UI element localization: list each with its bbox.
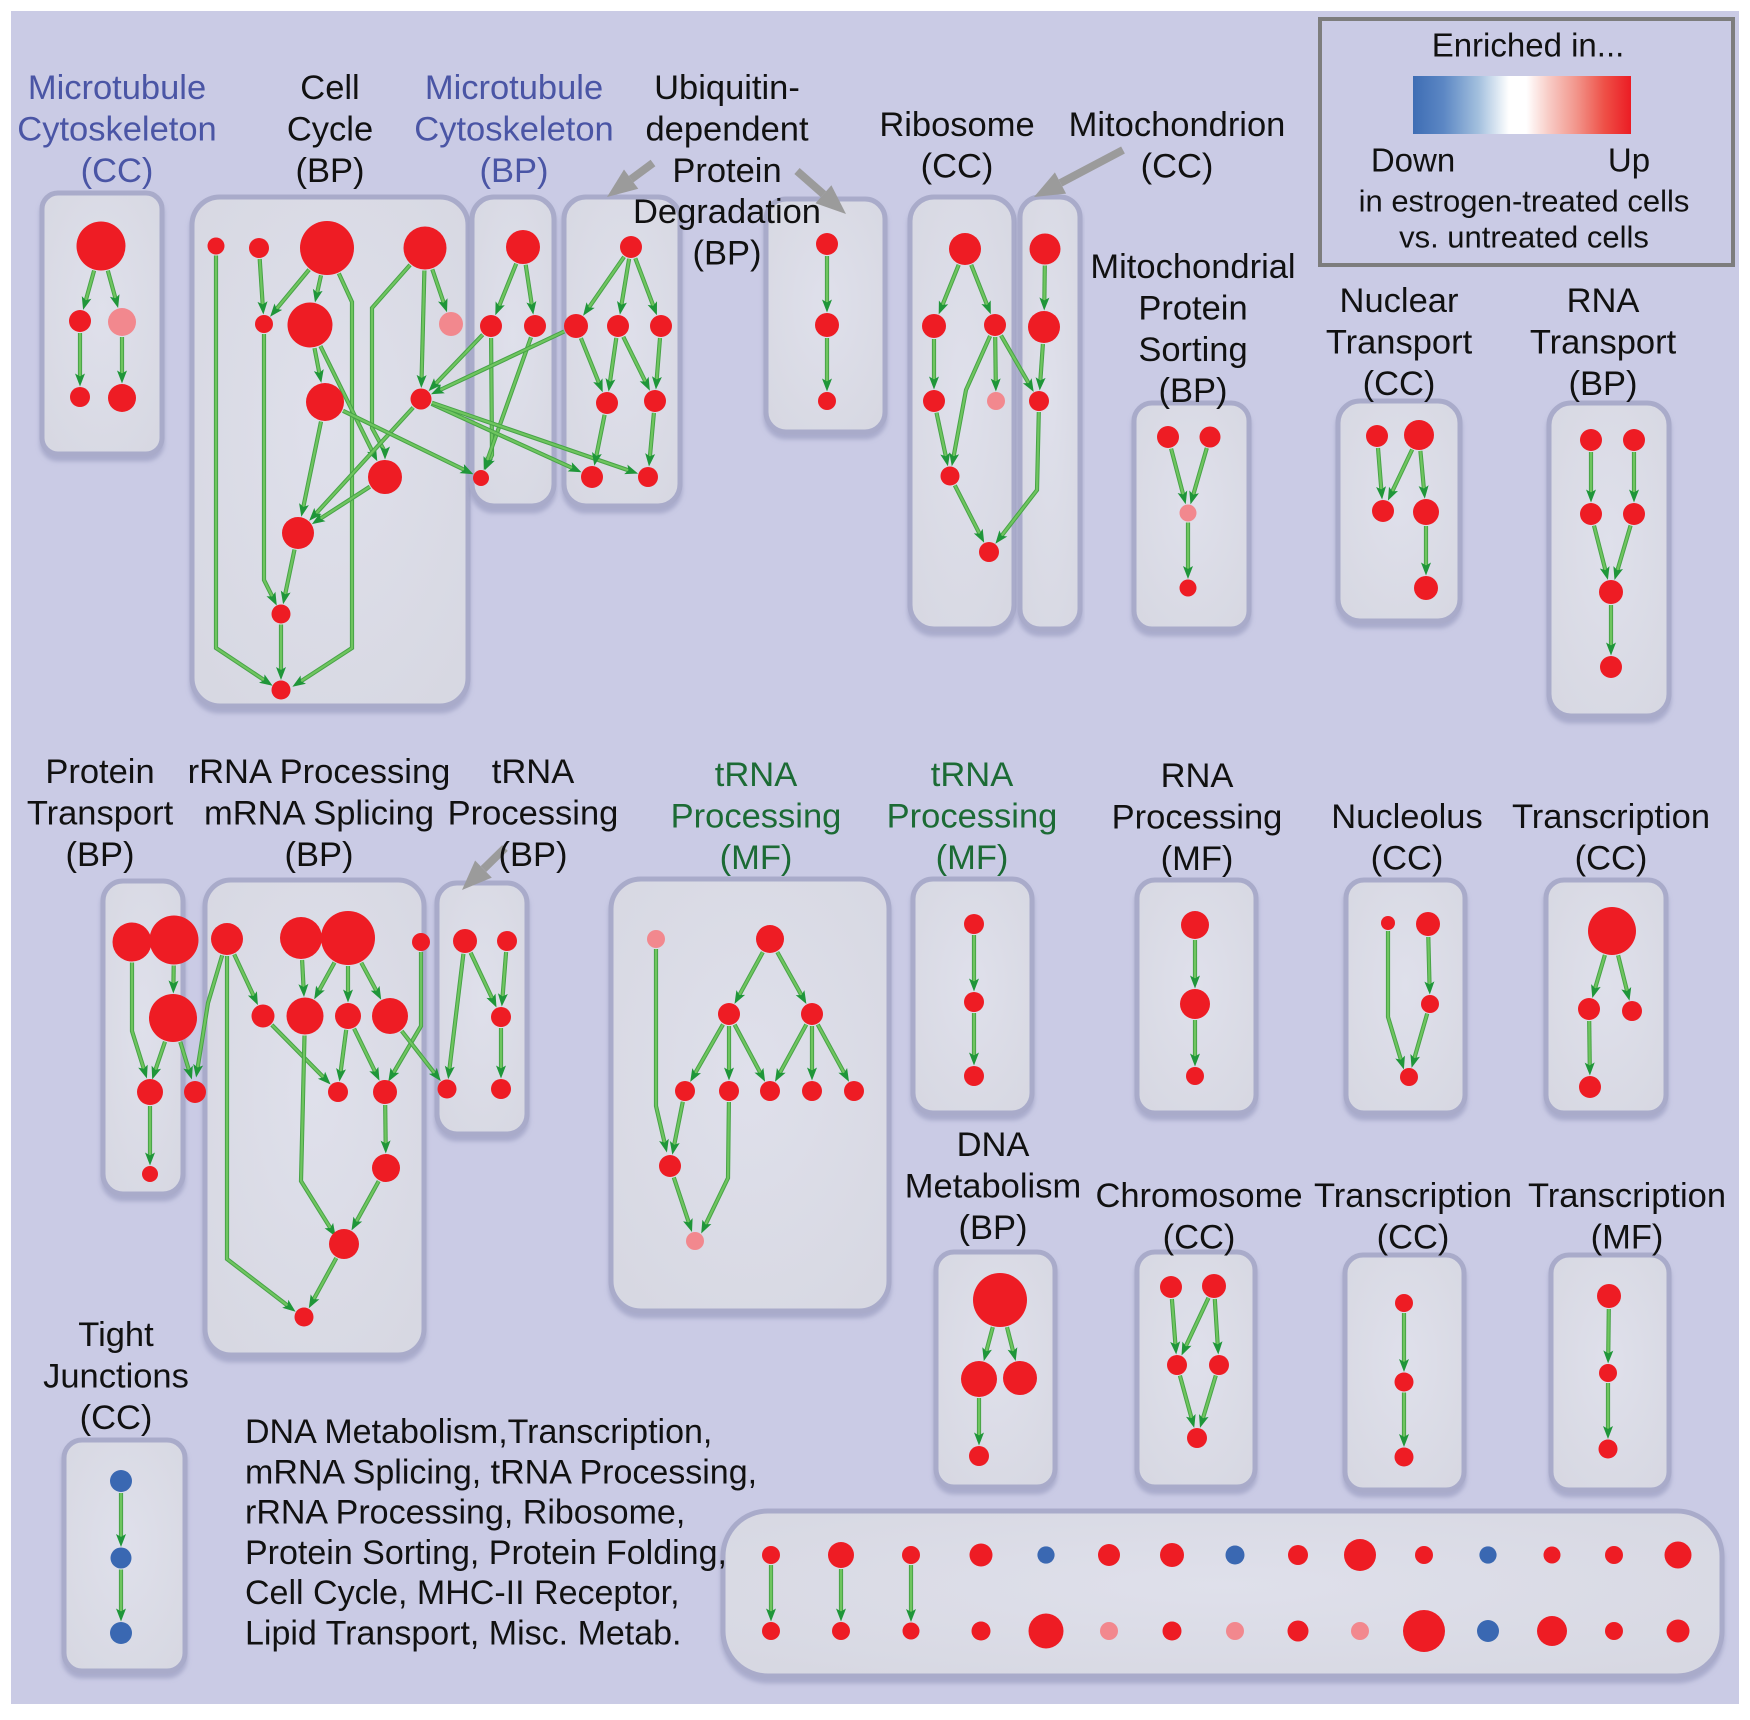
svg-text:Processing: Processing — [448, 794, 619, 832]
svg-text:Cell Cycle, MHC-II Receptor,: Cell Cycle, MHC-II Receptor, — [245, 1574, 680, 1612]
svg-text:(CC): (CC) — [1141, 147, 1214, 185]
svg-text:Processing: Processing — [887, 797, 1058, 835]
svg-text:Nuclear: Nuclear — [1340, 282, 1459, 320]
svg-text:Tight: Tight — [78, 1316, 154, 1354]
svg-text:vs. untreated cells: vs. untreated cells — [1399, 220, 1649, 255]
svg-text:(MF): (MF) — [720, 839, 793, 877]
svg-text:DNA Metabolism,Transcription,: DNA Metabolism,Transcription, — [245, 1413, 712, 1451]
svg-text:Transcription: Transcription — [1512, 798, 1710, 836]
svg-text:rRNA Processing: rRNA Processing — [188, 753, 451, 791]
svg-text:(BP): (BP) — [480, 152, 549, 190]
svg-text:Mitochondrion: Mitochondrion — [1069, 106, 1286, 144]
svg-text:(BP): (BP) — [285, 836, 354, 874]
svg-text:(BP): (BP) — [1569, 365, 1638, 403]
svg-text:(MF): (MF) — [1161, 840, 1234, 878]
svg-text:Enriched in...: Enriched in... — [1432, 27, 1625, 64]
svg-text:Protein: Protein — [45, 753, 154, 791]
svg-text:(CC): (CC) — [1371, 839, 1444, 877]
svg-text:(CC): (CC) — [81, 152, 154, 190]
svg-text:(BP): (BP) — [959, 1209, 1028, 1247]
svg-text:(CC): (CC) — [1377, 1218, 1450, 1256]
svg-text:tRNA: tRNA — [931, 756, 1013, 794]
svg-text:in estrogen-treated cells: in estrogen-treated cells — [1359, 184, 1690, 219]
svg-text:Down: Down — [1371, 142, 1455, 179]
svg-text:Lipid Transport, Misc. Metab.: Lipid Transport, Misc. Metab. — [245, 1615, 682, 1653]
svg-text:Cell: Cell — [300, 69, 359, 107]
svg-text:Chromosome: Chromosome — [1095, 1177, 1302, 1215]
svg-text:Transport: Transport — [27, 794, 174, 832]
svg-text:(CC): (CC) — [1363, 365, 1436, 403]
svg-text:(BP): (BP) — [296, 152, 365, 190]
svg-text:Microtubule: Microtubule — [28, 69, 206, 107]
svg-text:Transcription: Transcription — [1528, 1177, 1726, 1215]
svg-text:DNA: DNA — [957, 1126, 1030, 1164]
svg-text:Transcription: Transcription — [1314, 1177, 1512, 1215]
svg-text:rRNA Processing, Ribosome,: rRNA Processing, Ribosome, — [245, 1494, 685, 1532]
svg-text:(MF): (MF) — [1591, 1218, 1664, 1256]
svg-text:Junctions: Junctions — [43, 1357, 189, 1395]
svg-text:Processing: Processing — [1112, 798, 1283, 836]
svg-text:mRNA Splicing, tRNA Processing: mRNA Splicing, tRNA Processing, — [245, 1453, 757, 1491]
svg-text:(CC): (CC) — [1163, 1218, 1236, 1256]
svg-text:Mitochondrial: Mitochondrial — [1090, 248, 1295, 286]
svg-text:(CC): (CC) — [80, 1399, 153, 1437]
svg-text:(BP): (BP) — [693, 235, 762, 273]
svg-text:Nucleolus: Nucleolus — [1331, 798, 1483, 836]
svg-text:mRNA Splicing: mRNA Splicing — [204, 794, 434, 832]
svg-text:(BP): (BP) — [66, 836, 135, 874]
svg-text:(CC): (CC) — [921, 147, 994, 185]
svg-text:Degradation: Degradation — [633, 193, 821, 231]
svg-text:tRNA: tRNA — [715, 756, 797, 794]
svg-text:(BP): (BP) — [499, 836, 568, 874]
svg-text:Protein: Protein — [672, 152, 781, 190]
svg-text:Microtubule: Microtubule — [425, 69, 603, 107]
svg-text:Protein: Protein — [1138, 289, 1247, 327]
svg-text:Ribosome: Ribosome — [879, 106, 1034, 144]
svg-text:Protein Sorting, Protein Foldi: Protein Sorting, Protein Folding, — [245, 1534, 727, 1572]
svg-text:(MF): (MF) — [936, 839, 1009, 877]
svg-text:dependent: dependent — [645, 110, 808, 148]
svg-text:Cycle: Cycle — [287, 110, 373, 148]
svg-text:Sorting: Sorting — [1138, 331, 1247, 369]
svg-text:Ubiquitin-: Ubiquitin- — [654, 69, 800, 107]
svg-text:(CC): (CC) — [1575, 839, 1648, 877]
svg-text:Metabolism: Metabolism — [905, 1167, 1081, 1205]
svg-text:Cytoskeleton: Cytoskeleton — [414, 110, 613, 148]
svg-text:(BP): (BP) — [1159, 372, 1228, 410]
svg-text:Cytoskeleton: Cytoskeleton — [17, 110, 216, 148]
svg-text:Up: Up — [1608, 142, 1650, 179]
svg-text:RNA: RNA — [1161, 757, 1234, 795]
svg-text:tRNA: tRNA — [492, 753, 574, 791]
svg-text:Processing: Processing — [671, 797, 842, 835]
svg-text:Transport: Transport — [1326, 323, 1473, 361]
svg-text:Transport: Transport — [1530, 323, 1677, 361]
svg-text:RNA: RNA — [1567, 282, 1640, 320]
